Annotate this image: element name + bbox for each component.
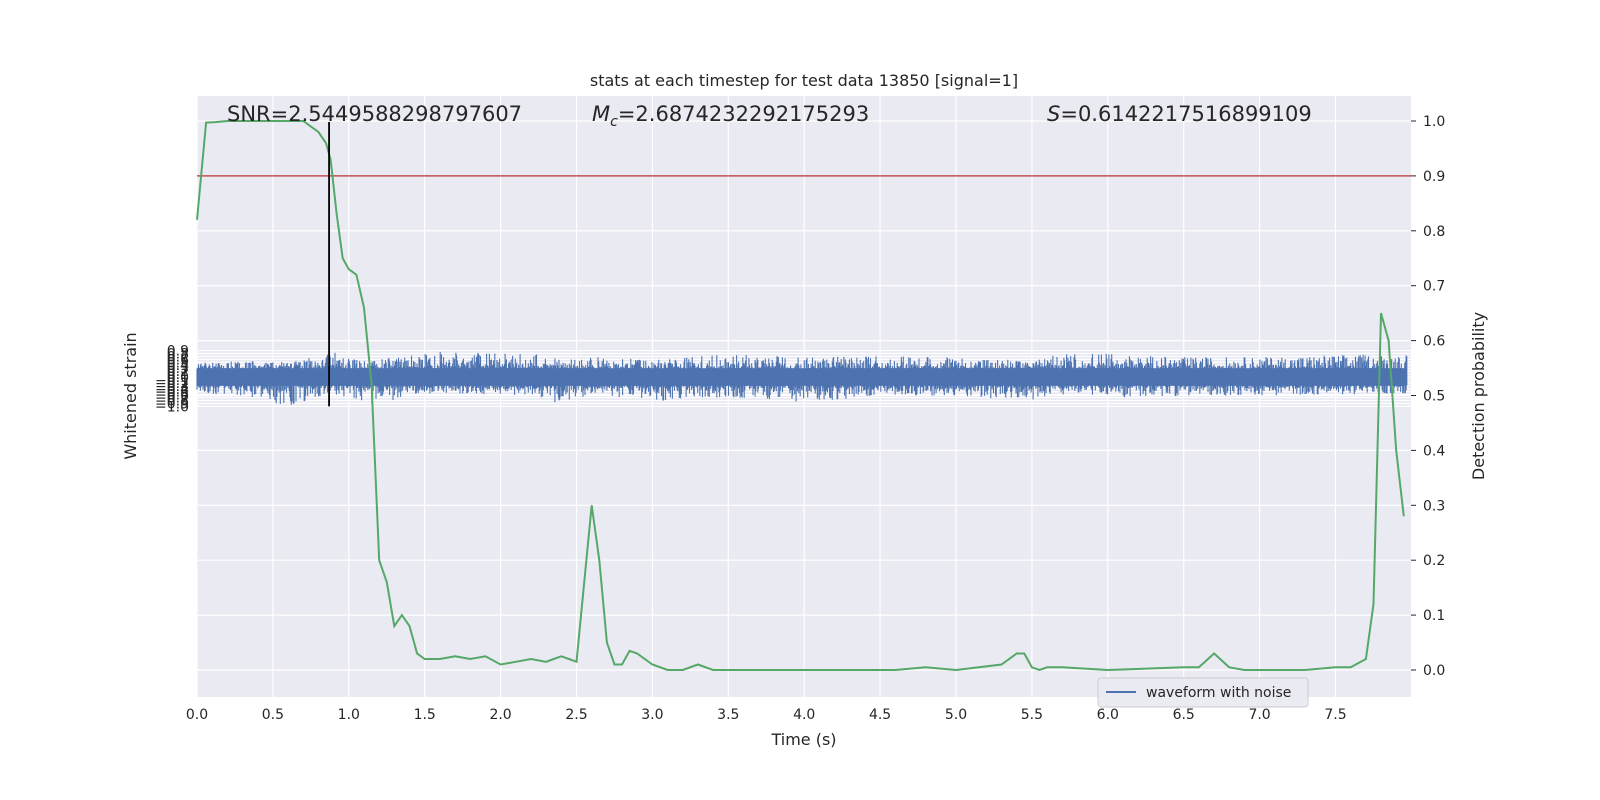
- y-tick-label: −0.4: [155, 382, 189, 398]
- x-tick-label: 4.5: [869, 707, 891, 723]
- legend-label: waveform with noise: [1146, 685, 1291, 701]
- y2-tick-label: 0.6: [1423, 334, 1445, 350]
- y-tick-label: −0.2: [155, 376, 189, 392]
- y-tick-label: −0.8: [155, 394, 189, 410]
- y-tick-label: 0.3: [167, 361, 189, 377]
- y-tick-label: 0.0: [167, 370, 189, 386]
- x-tick-label: 6.0: [1097, 707, 1119, 723]
- y-tick-label: 0.5: [167, 355, 189, 371]
- y-tick-label: −1.0: [155, 399, 189, 415]
- y-tick-label: 0.9: [167, 344, 189, 360]
- y-tick-label: 0.1: [167, 367, 189, 383]
- x-tick-label: 1.5: [414, 707, 436, 723]
- y-tick-label: 0.2: [167, 364, 189, 380]
- y2-tick-label: 0.9: [1423, 169, 1445, 185]
- x-axis-label: Time (s): [770, 730, 836, 749]
- waveform-core: [197, 368, 1407, 386]
- y-tick-label: −0.3: [155, 379, 189, 395]
- x-tick-label: 2.0: [489, 707, 511, 723]
- y2-tick-label: 0.2: [1423, 553, 1445, 569]
- legend: waveform with noise: [1097, 677, 1309, 708]
- x-gridlines: [196, 96, 1337, 697]
- x-tick-label: 7.0: [1248, 707, 1270, 723]
- y2-tick-label: 0.0: [1423, 663, 1445, 679]
- waveform-series: [196, 351, 1408, 405]
- x-tick-labels: 0.0 0.5 1.0 1.5 2.0 2.5 3.0 3.5 4.0 4.5 5.0 5.5 6.0 6…: [186, 707, 1347, 723]
- y2-tick-label: 0.7: [1423, 279, 1445, 295]
- y2-tick-label: 0.5: [1423, 389, 1445, 405]
- x-tick-label: 1.0: [338, 707, 360, 723]
- x-tick-label: 0.0: [186, 707, 208, 723]
- y-tick-label: 0.6: [167, 352, 189, 368]
- y-tick-label: −0.9: [155, 396, 189, 412]
- x-tick-label: 0.5: [262, 707, 284, 723]
- chart-title: stats at each timestep for test data 138…: [590, 71, 1018, 90]
- y2-tick-label: 0.4: [1423, 443, 1445, 459]
- y-tick-label: −0.7: [155, 391, 189, 407]
- y-tick-label: −0.1: [155, 373, 189, 389]
- snr-annotation: SNR=2.5449588298797607: [227, 102, 522, 126]
- y-tick-label: −0.6: [155, 388, 189, 404]
- x-tick-label: 4.0: [793, 707, 815, 723]
- y2-tick-labels: 1.0 0.9 0.8 0.7 0.6 0.5 0.4 0.3 0.2 0.1 0.0: [1411, 114, 1445, 679]
- legend-box: [1097, 677, 1309, 708]
- detection-probability-line: [196, 120, 1405, 672]
- y2-tick-label: 0.8: [1423, 224, 1445, 240]
- y2-tick-label: 0.1: [1423, 608, 1445, 624]
- y-tick-label: 0.7: [167, 349, 189, 365]
- x-tick-label: 7.5: [1324, 707, 1346, 723]
- chirp-mass-annotation: Mc=2.6874232292175293: [592, 102, 869, 130]
- spin-annotation: S=0.6142217516899109: [1047, 102, 1312, 126]
- x-tick-label: 5.5: [1021, 707, 1043, 723]
- y-axis-label: Whitened strain: [121, 332, 140, 459]
- y-tick-labels: 0.90.80.70.60.50.40.30.20.10.0−0.1−0.2−0…: [155, 344, 189, 416]
- x-tick-label: 3.0: [641, 707, 663, 723]
- y2-tick-label: 0.3: [1423, 498, 1445, 514]
- x-tick-label: 3.5: [717, 707, 739, 723]
- x-tick-label: 5.0: [945, 707, 967, 723]
- x-tick-label: 2.5: [565, 707, 587, 723]
- y-tick-label: 0.8: [167, 346, 189, 362]
- x-tick-label: 6.5: [1173, 707, 1195, 723]
- y2-tick-label: 1.0: [1423, 114, 1445, 130]
- y-tick-label: 0.4: [167, 358, 189, 374]
- y2-axis-label: Detection probability: [1469, 312, 1488, 480]
- y-tick-label: −0.5: [155, 385, 189, 401]
